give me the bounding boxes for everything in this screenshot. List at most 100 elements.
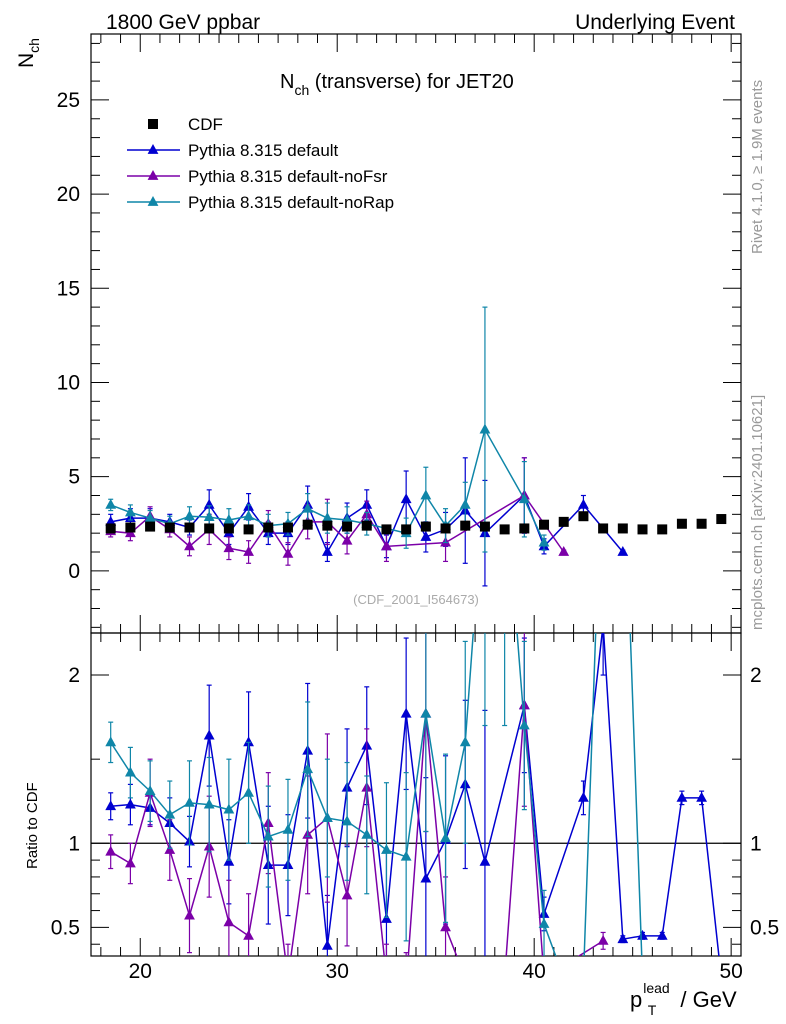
legend: CDF Pythia 8.315 default Pythia 8.315 defa… xyxy=(127,115,394,212)
legend-triangle-marker xyxy=(147,170,159,180)
cdf-data-point xyxy=(204,523,215,534)
data-point xyxy=(341,534,353,545)
y-tick-label: 25 xyxy=(57,89,80,112)
main-series-layer xyxy=(105,306,629,587)
data-point xyxy=(105,498,117,509)
ratio-point xyxy=(105,845,117,856)
ratio-point xyxy=(243,736,254,747)
ratio-point xyxy=(637,929,648,940)
ratio-point xyxy=(282,823,294,834)
x-axis-label-sup: lead xyxy=(643,980,669,996)
ratio-point xyxy=(105,800,117,811)
cdf-data-point xyxy=(499,524,510,535)
ratio-point xyxy=(558,972,569,982)
ratio-point xyxy=(262,830,274,841)
main-y-tick-labels: 0 5 10 15 20 25 xyxy=(57,89,80,583)
ratio-tick-label-left: 2 xyxy=(68,664,80,687)
legend-entry: Pythia 8.315 default-noRap xyxy=(127,193,394,212)
cdf-data-point xyxy=(184,522,195,533)
ratio-point xyxy=(341,889,353,900)
cdf-data-point xyxy=(440,523,451,534)
ratio-point xyxy=(124,766,136,777)
data-point xyxy=(341,513,353,524)
ratio-tick-label-right: 1 xyxy=(750,832,762,855)
cdf-data-point xyxy=(479,521,490,532)
cdf-data-point xyxy=(105,523,116,534)
y-tick-label: 5 xyxy=(68,466,80,489)
data-point xyxy=(420,530,432,541)
ratio-point xyxy=(184,909,195,920)
ratio-point xyxy=(381,912,392,923)
x-tick-label: 20 xyxy=(129,960,152,983)
ratio-point xyxy=(184,796,195,807)
ratio-point xyxy=(460,972,471,982)
ratio-line xyxy=(110,705,604,956)
plot-title-main: N xyxy=(280,71,294,93)
y-tick-label: 20 xyxy=(57,183,80,206)
ratio-point xyxy=(420,872,432,883)
ratio-point xyxy=(223,916,235,927)
ratio-point xyxy=(302,763,314,774)
cdf-data-point xyxy=(598,523,609,534)
ratio-point xyxy=(499,972,510,982)
cdf-data-point xyxy=(519,523,530,534)
ratio-tick-label-right: 0.5 xyxy=(750,916,779,939)
plot-title-sub: ch xyxy=(294,82,309,98)
ratio-y-axis-label: Ratio to CDF xyxy=(24,782,41,869)
cdf-data-point xyxy=(420,521,431,532)
ratio-series-layer xyxy=(105,633,720,990)
legend-entry: Pythia 8.315 default-noFsr xyxy=(127,167,388,186)
ratio-point xyxy=(440,832,451,843)
x-tick-label: 40 xyxy=(523,960,546,983)
ratio-point xyxy=(243,786,254,797)
ratio-point xyxy=(124,857,136,868)
cdf-data-point xyxy=(322,520,333,531)
ratio-point xyxy=(578,791,589,802)
cdf-data-point xyxy=(145,521,156,532)
legend-label: Pythia 8.315 default xyxy=(188,141,339,160)
cdf-data-point xyxy=(361,520,372,531)
x-axis-label-rest: / GeV xyxy=(674,987,737,1012)
ratio-point xyxy=(400,707,412,718)
cdf-data-point xyxy=(716,514,727,525)
data-point xyxy=(184,540,195,551)
y-tick-label: 15 xyxy=(57,277,80,300)
x-tick-label: 50 xyxy=(719,960,742,983)
data-point xyxy=(558,546,570,556)
ratio-point xyxy=(459,736,471,747)
cdf-data-point xyxy=(460,520,471,531)
ratio-line xyxy=(110,633,643,956)
ratio-tick-label-right: 2 xyxy=(750,664,762,687)
x-axis-label-p: p xyxy=(630,987,642,1012)
cdf-data-point xyxy=(381,524,392,535)
plot-title: Nch (transverse) for JET20 xyxy=(280,71,514,98)
data-point xyxy=(617,546,629,556)
data-point xyxy=(459,498,471,509)
x-axis-label-sub: T xyxy=(648,1002,657,1018)
ratio-point xyxy=(676,791,688,802)
ratio-point xyxy=(578,972,589,982)
cdf-data-point xyxy=(164,522,175,533)
legend-triangle-marker xyxy=(147,144,159,154)
data-point xyxy=(203,498,215,509)
ratio-point xyxy=(381,972,392,982)
ratio-point xyxy=(243,929,254,940)
y-tick-label: 0 xyxy=(68,560,80,583)
legend-triangle-marker xyxy=(147,196,159,206)
main-axis-ticks xyxy=(91,34,741,633)
series-pythia-8-315-default-norap xyxy=(105,306,550,553)
data-point xyxy=(124,506,136,517)
cdf-data-layer xyxy=(105,511,727,535)
y-axis-label-sub: ch xyxy=(26,38,42,53)
cdf-data-point xyxy=(342,521,353,532)
mcplots-credit-text: mcplots.cern.ch [arXiv:2401.10621] xyxy=(749,395,766,630)
data-point xyxy=(321,512,333,522)
ratio-tick-label-left: 1 xyxy=(68,832,80,855)
ratio-point xyxy=(538,918,550,928)
ratio-point xyxy=(105,736,117,747)
ratio-point xyxy=(401,980,412,990)
data-point xyxy=(223,513,235,524)
series-pythia-8-315-default-nofsr xyxy=(105,457,570,566)
data-point xyxy=(223,542,235,553)
cdf-data-point xyxy=(558,516,569,527)
